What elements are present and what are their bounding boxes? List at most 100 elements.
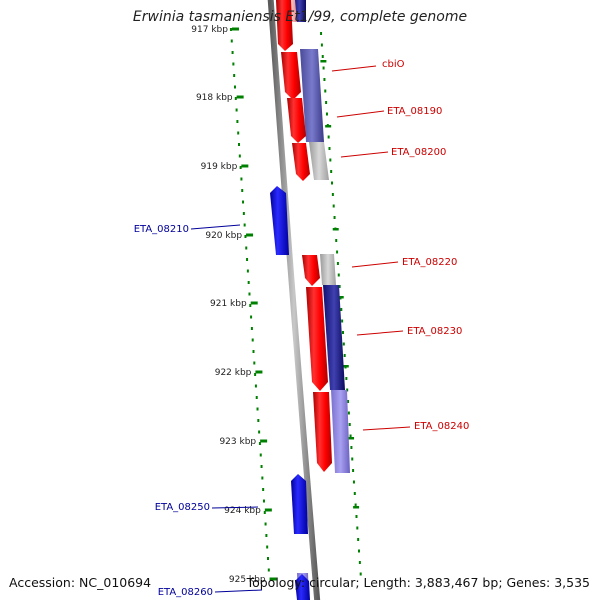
similarity-block	[323, 285, 345, 390]
scale-tick-label: 925 kbp	[229, 575, 266, 585]
gc-dot	[258, 442, 261, 445]
genes-value: 3,535	[554, 575, 590, 590]
gc-dot	[247, 281, 250, 284]
gc-dot	[235, 108, 238, 112]
length-label: Length:	[363, 575, 411, 590]
gc-dot	[341, 331, 344, 334]
gc-dot	[238, 143, 241, 146]
gc-dot	[331, 193, 334, 196]
gc-dot	[320, 43, 323, 47]
gc-dot	[340, 308, 343, 311]
gc-dash	[342, 365, 349, 368]
gc-dot	[252, 350, 255, 353]
gene-label-forward: cbiO	[382, 59, 405, 70]
gc-dot	[341, 319, 344, 323]
scale-tick-mark	[241, 164, 249, 168]
gc-dot	[325, 101, 328, 104]
gc-dot	[237, 131, 240, 135]
gene-label-leader	[331, 65, 377, 72]
gene-label-leader	[211, 506, 259, 509]
gc-dot	[259, 453, 262, 457]
gene-label-leader	[336, 110, 385, 118]
gc-dot	[250, 315, 253, 319]
scale-tick-label: 921 kbp	[210, 299, 247, 309]
scale-tick-label: 917 kbp	[191, 25, 228, 35]
gc-dot	[321, 55, 324, 58]
scale-tick-mark	[236, 95, 244, 99]
gc-dot	[349, 434, 352, 438]
topology-label: Topology:	[246, 575, 306, 590]
gene-arrow-forward	[287, 98, 306, 143]
gc-dot	[338, 285, 341, 288]
gc-dot	[239, 166, 242, 169]
gc-dot	[240, 177, 243, 181]
gc-dash	[332, 228, 339, 231]
gene-arrow-reverse	[270, 186, 289, 255]
scale-tick-mark	[269, 577, 277, 581]
scale-tick-label: 922 kbp	[215, 368, 252, 378]
gc-dot	[267, 568, 270, 572]
gene-arrow-forward	[313, 392, 332, 472]
gene-label-forward: ETA_08190	[387, 106, 442, 117]
gc-dot	[337, 273, 340, 277]
gc-dash	[348, 437, 355, 440]
gc-dot	[231, 51, 234, 54]
gc-dot	[357, 538, 360, 541]
gene-label-forward: ETA_08230	[407, 326, 462, 337]
gc-dot	[266, 557, 269, 560]
gc-dot	[335, 239, 338, 242]
gc-dot	[266, 545, 269, 549]
gene-arrow-forward	[302, 255, 320, 286]
gene-arrow-reverse	[291, 474, 308, 534]
gc-dot	[336, 262, 339, 265]
gene-label-leader	[356, 330, 404, 336]
gc-dot	[236, 120, 239, 123]
scale-tick-label: 918 kbp	[196, 93, 233, 103]
gc-dash	[337, 296, 344, 299]
forward-gene-label-group: cbiO ETA_08190 ETA_08200 ETA_08220 ETA_08230…	[331, 59, 469, 432]
gc-dot	[248, 292, 251, 296]
gc-dot	[322, 66, 325, 70]
gc-dot	[348, 423, 351, 426]
gene-arrow-forward	[276, 0, 293, 51]
forward-gene-track	[276, 0, 332, 472]
gc-dot	[254, 384, 257, 388]
gene-label-forward: ETA_08240	[414, 421, 469, 432]
gc-dot	[233, 85, 236, 89]
topology-value: circular	[309, 575, 356, 590]
gc-dot	[333, 216, 336, 219]
gc-dot	[327, 135, 330, 139]
gc-dot	[332, 204, 335, 208]
map-title: Erwinia tasmaniensis Et1/99, complete ge…	[132, 9, 468, 25]
scale-tick-label: 923 kbp	[219, 437, 256, 447]
gc-dot	[262, 488, 265, 491]
gc-dot	[345, 377, 348, 380]
gc-dot	[243, 223, 246, 227]
scale-tick-mark	[255, 370, 263, 374]
reverse-gene-label-group: ETA_08210 ETA_08250 ETA_08260	[134, 224, 263, 598]
gc-dot	[346, 388, 349, 392]
genome-stats: Topology: circular; Length: 3,883,467 bp…	[246, 575, 590, 590]
gc-dot	[233, 74, 236, 77]
gene-arrow-forward	[281, 52, 301, 100]
similarity-block	[300, 49, 324, 142]
gc-dot	[330, 170, 333, 173]
gc-dot	[355, 515, 358, 518]
gene-label-leader	[362, 426, 411, 431]
gc-dot	[350, 446, 353, 449]
gc-dot	[329, 158, 332, 162]
gc-dot	[260, 465, 263, 468]
accession-info: Accession: NC_010694	[9, 575, 151, 590]
gene-label-leader	[351, 261, 399, 268]
gc-dot	[325, 112, 328, 116]
gc-dot	[354, 503, 357, 507]
gene-arrow-forward	[306, 287, 328, 391]
gc-dot	[253, 361, 256, 365]
genes-label: Genes:	[506, 575, 551, 590]
gc-dash	[353, 506, 360, 509]
gc-dot	[246, 269, 249, 273]
gc-dot	[251, 338, 254, 342]
similarity-block	[320, 254, 336, 285]
